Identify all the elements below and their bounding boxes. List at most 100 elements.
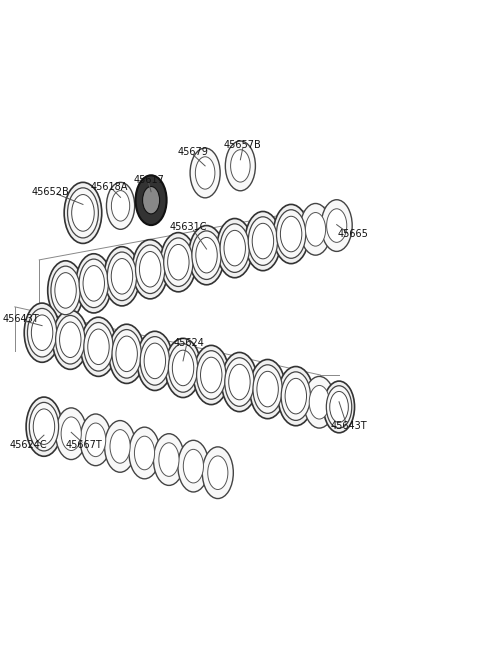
Ellipse shape bbox=[168, 245, 189, 280]
Ellipse shape bbox=[140, 337, 169, 385]
Ellipse shape bbox=[56, 408, 87, 460]
Ellipse shape bbox=[193, 346, 229, 405]
Ellipse shape bbox=[321, 199, 352, 251]
Ellipse shape bbox=[72, 195, 94, 231]
Ellipse shape bbox=[76, 254, 112, 313]
Ellipse shape bbox=[197, 351, 226, 400]
Ellipse shape bbox=[139, 251, 161, 287]
Ellipse shape bbox=[257, 371, 278, 407]
Ellipse shape bbox=[281, 372, 311, 420]
Ellipse shape bbox=[116, 336, 137, 371]
Text: 45665: 45665 bbox=[338, 229, 369, 239]
Ellipse shape bbox=[48, 261, 84, 320]
Ellipse shape bbox=[220, 224, 250, 272]
Ellipse shape bbox=[110, 430, 130, 463]
Text: 45643T: 45643T bbox=[2, 314, 39, 323]
Ellipse shape bbox=[159, 443, 179, 476]
Ellipse shape bbox=[178, 440, 209, 492]
Ellipse shape bbox=[111, 190, 130, 221]
Ellipse shape bbox=[85, 423, 106, 457]
Ellipse shape bbox=[52, 310, 88, 369]
Ellipse shape bbox=[248, 216, 277, 265]
Ellipse shape bbox=[160, 233, 196, 292]
Ellipse shape bbox=[64, 182, 102, 243]
Ellipse shape bbox=[81, 318, 116, 377]
Ellipse shape bbox=[225, 358, 254, 406]
Ellipse shape bbox=[195, 157, 215, 189]
Ellipse shape bbox=[111, 258, 132, 294]
Ellipse shape bbox=[168, 344, 198, 392]
Ellipse shape bbox=[137, 331, 173, 390]
Ellipse shape bbox=[278, 367, 313, 426]
Ellipse shape bbox=[61, 417, 81, 451]
Ellipse shape bbox=[324, 381, 355, 433]
Ellipse shape bbox=[280, 216, 302, 252]
Ellipse shape bbox=[305, 213, 325, 246]
Ellipse shape bbox=[55, 273, 76, 308]
Ellipse shape bbox=[245, 211, 281, 271]
Ellipse shape bbox=[84, 323, 113, 371]
Ellipse shape bbox=[51, 266, 80, 315]
Ellipse shape bbox=[27, 308, 57, 357]
Text: 45624: 45624 bbox=[173, 338, 204, 348]
Ellipse shape bbox=[29, 402, 59, 451]
Ellipse shape bbox=[109, 324, 144, 384]
Ellipse shape bbox=[33, 409, 55, 444]
Text: 45617: 45617 bbox=[133, 175, 164, 185]
Ellipse shape bbox=[217, 218, 252, 277]
Ellipse shape bbox=[80, 414, 111, 466]
Ellipse shape bbox=[326, 386, 352, 428]
Ellipse shape bbox=[273, 205, 309, 264]
Ellipse shape bbox=[134, 436, 155, 470]
Ellipse shape bbox=[105, 420, 135, 472]
Ellipse shape bbox=[83, 266, 105, 301]
Ellipse shape bbox=[228, 364, 250, 400]
Ellipse shape bbox=[196, 237, 217, 273]
Ellipse shape bbox=[26, 397, 62, 457]
Ellipse shape bbox=[201, 358, 222, 393]
Ellipse shape bbox=[285, 379, 307, 414]
Ellipse shape bbox=[225, 141, 255, 191]
Ellipse shape bbox=[107, 182, 135, 230]
Text: 45643T: 45643T bbox=[330, 420, 367, 431]
Ellipse shape bbox=[143, 186, 160, 214]
Ellipse shape bbox=[164, 238, 193, 287]
Ellipse shape bbox=[190, 148, 220, 198]
Ellipse shape bbox=[112, 329, 141, 378]
Ellipse shape bbox=[135, 175, 167, 225]
Text: 45631C: 45631C bbox=[170, 222, 207, 232]
Ellipse shape bbox=[68, 188, 98, 238]
Text: 45652B: 45652B bbox=[31, 187, 69, 197]
Ellipse shape bbox=[192, 231, 221, 279]
Ellipse shape bbox=[253, 365, 282, 413]
Ellipse shape bbox=[132, 239, 168, 299]
Ellipse shape bbox=[24, 303, 60, 362]
Ellipse shape bbox=[165, 338, 201, 398]
Ellipse shape bbox=[330, 392, 348, 422]
Ellipse shape bbox=[88, 329, 109, 365]
Ellipse shape bbox=[144, 343, 166, 379]
Ellipse shape bbox=[230, 150, 250, 182]
Text: 45624C: 45624C bbox=[9, 440, 47, 449]
Ellipse shape bbox=[326, 209, 347, 242]
Ellipse shape bbox=[276, 210, 306, 258]
Ellipse shape bbox=[79, 259, 108, 308]
Ellipse shape bbox=[202, 447, 233, 499]
Text: 45667T: 45667T bbox=[66, 440, 103, 449]
Ellipse shape bbox=[222, 352, 257, 411]
Text: 45679: 45679 bbox=[178, 147, 209, 157]
Ellipse shape bbox=[104, 247, 140, 306]
Ellipse shape bbox=[60, 322, 81, 358]
Ellipse shape bbox=[129, 427, 160, 479]
Ellipse shape bbox=[300, 203, 331, 255]
Ellipse shape bbox=[31, 315, 53, 350]
Ellipse shape bbox=[208, 456, 228, 489]
Ellipse shape bbox=[189, 226, 224, 285]
Ellipse shape bbox=[252, 223, 274, 259]
Ellipse shape bbox=[56, 316, 85, 364]
Ellipse shape bbox=[224, 230, 245, 266]
Text: 45618A: 45618A bbox=[90, 182, 128, 192]
Text: 45657B: 45657B bbox=[224, 140, 262, 150]
Ellipse shape bbox=[183, 449, 204, 483]
Ellipse shape bbox=[172, 350, 194, 386]
